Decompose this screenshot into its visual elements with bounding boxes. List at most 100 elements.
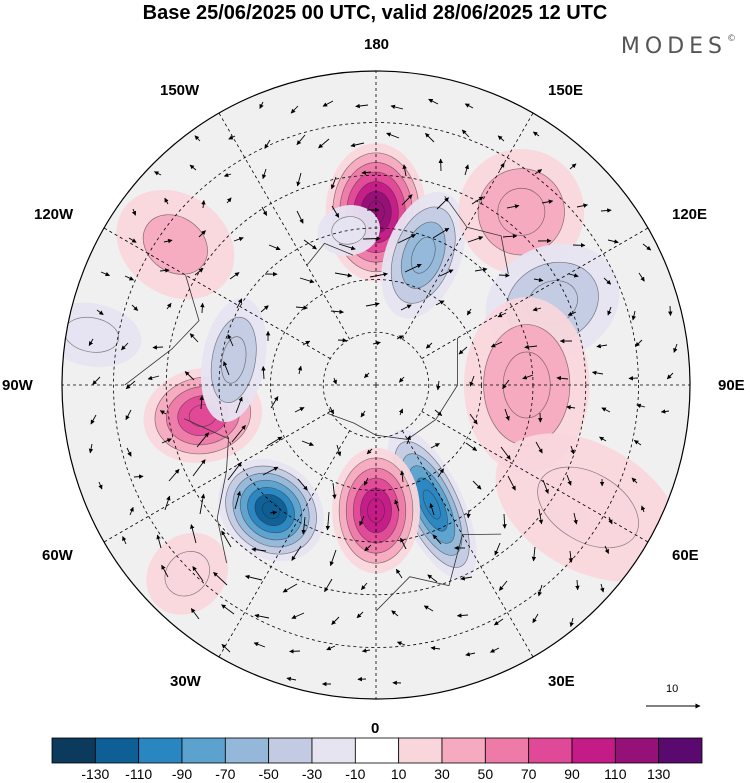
- anomaly-center-11: [116, 189, 235, 300]
- wind-arrow: [568, 550, 574, 563]
- wind-arrow: [259, 101, 264, 109]
- wind-arrow: [467, 236, 484, 243]
- wind-arrow: [502, 379, 510, 389]
- wind-arrow: [233, 236, 244, 242]
- wind-arrow: [607, 239, 619, 244]
- lon-label-30e: 30E: [548, 673, 575, 690]
- meridian-210: [218, 112, 350, 340]
- lon-label-180: 180: [364, 36, 390, 53]
- wind-arrow: [355, 103, 369, 109]
- wind-arrow: [199, 395, 204, 410]
- lon-label-120e: 120E: [672, 206, 708, 223]
- anomaly-contour: [331, 216, 367, 245]
- wind-arrow: [192, 566, 204, 582]
- wind-arrow: [125, 409, 132, 421]
- wind-arrow: [493, 618, 504, 626]
- wind-arrow: [498, 273, 510, 278]
- wind-arrow: [432, 227, 450, 239]
- wind-arrow: [504, 408, 510, 421]
- wind-arrow: [189, 333, 199, 343]
- wind-arrow: [147, 375, 160, 381]
- wind-arrow: [461, 129, 470, 138]
- wind-arrow: [331, 616, 340, 625]
- wind-arrow: [533, 277, 544, 283]
- wind-arrow: [322, 100, 334, 107]
- wind-arrow: [227, 462, 242, 481]
- map-title: Base 25/06/2025 00 UTC, valid 28/06/2025…: [142, 2, 608, 24]
- wind-arrow: [199, 493, 206, 515]
- wind-arrow: [190, 608, 200, 620]
- wind-arrow: [497, 135, 505, 142]
- wind-arrow: [538, 508, 544, 525]
- meridian-120: [421, 227, 649, 359]
- lon-label-90w: 90W: [2, 377, 33, 394]
- wind-arrow: [466, 509, 471, 519]
- wind-arrow: [423, 605, 434, 612]
- wind-arrow: [498, 580, 508, 591]
- wind-arrow: [131, 208, 137, 216]
- wind-arrow: [608, 516, 613, 525]
- colorbar-label-8: 30: [434, 766, 450, 782]
- wind-arrow: [437, 468, 444, 478]
- wind-arrow: [391, 610, 399, 617]
- anomaly-center-13: [146, 532, 229, 615]
- wind-arrow: [570, 445, 575, 455]
- wind-arrow: [364, 544, 372, 552]
- wind-arrow: [464, 103, 474, 109]
- wind-arrow: [522, 374, 534, 380]
- anomaly-contour: [367, 498, 385, 524]
- anomaly-contour: [164, 551, 210, 597]
- wind-arrow: [96, 309, 104, 316]
- colorbar-swatch-0: [51, 737, 96, 764]
- wind-arrow: [295, 305, 308, 310]
- wind-arrow: [465, 652, 476, 657]
- wind-arrow: [189, 164, 197, 171]
- wind-arrow: [261, 366, 266, 380]
- wind-arrow: [161, 438, 172, 444]
- colorbar-label-13: 130: [646, 766, 671, 782]
- wind-arrow: [291, 545, 302, 561]
- wind-arrow: [296, 134, 306, 146]
- map-border: [61, 70, 691, 700]
- wind-arrow: [326, 645, 336, 651]
- wind-arrow: [229, 272, 240, 280]
- wind-arrow: [600, 583, 605, 593]
- wind-arrow: [359, 515, 365, 526]
- wind-arrow: [369, 272, 388, 278]
- wind-arrow: [506, 204, 520, 209]
- latitude-circle-4: [113, 122, 639, 648]
- reference-vector-label: 10: [666, 683, 679, 695]
- colorbar-swatch-7: [354, 737, 400, 764]
- wind-arrow: [607, 306, 612, 316]
- wind-arrow: [386, 132, 400, 139]
- colorbar-label-7: 10: [390, 766, 407, 782]
- wind-arrow: [469, 413, 478, 425]
- colorbar-swatch-10: [484, 737, 530, 764]
- wind-arrow: [603, 277, 612, 285]
- colorbar-swatch-14: [658, 737, 703, 764]
- wind-arrow: [489, 647, 500, 653]
- wind-arrow: [129, 506, 134, 516]
- wind-arrow: [296, 210, 304, 224]
- wind-arrow: [435, 300, 445, 306]
- brand-name: MODES: [620, 34, 727, 59]
- wind-arrow: [490, 341, 503, 348]
- anomaly-contour: [142, 214, 208, 275]
- wind-arrow: [366, 448, 373, 455]
- wind-arrow: [262, 466, 279, 476]
- wind-arrow: [213, 571, 228, 586]
- wind-arrow: [251, 547, 267, 552]
- wind-arrow: [399, 470, 405, 483]
- wind-arrow: [361, 582, 368, 591]
- lon-label-0: 0: [371, 720, 380, 737]
- colorbar-swatch-5: [268, 737, 313, 764]
- wind-arrow: [264, 139, 271, 149]
- colorbar-swatch-2: [138, 737, 183, 764]
- wind-arrow: [329, 549, 337, 567]
- wind-arrow: [128, 237, 137, 243]
- wind-arrow: [364, 372, 370, 379]
- wind-arrow: [231, 425, 246, 443]
- wind-arrow: [628, 376, 639, 381]
